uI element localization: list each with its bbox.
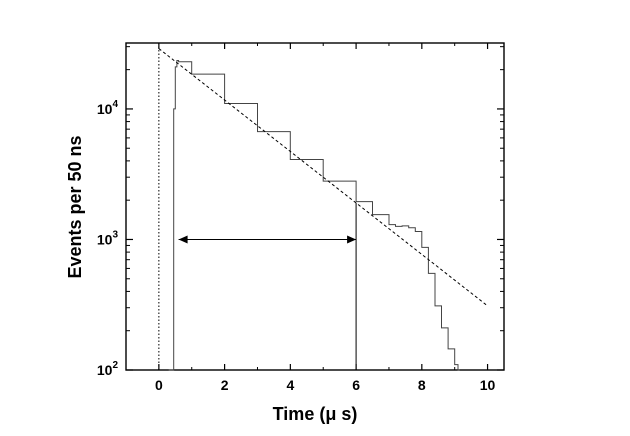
x-axis-label: Time (μ s) — [273, 404, 358, 424]
x-tick-label: 10 — [480, 377, 496, 393]
y-tick-label-base: 10 — [97, 362, 113, 378]
plot-frame — [125, 42, 505, 371]
x-tick-label: 8 — [418, 377, 426, 393]
y-tick-label-exp: 3 — [112, 229, 118, 240]
plot-marks — [158, 43, 488, 371]
y-tick-label-exp: 2 — [112, 360, 118, 371]
y-tick-label-exp: 4 — [112, 99, 118, 110]
y-tick-label-base: 10 — [97, 101, 113, 117]
arrow-head-left — [178, 235, 188, 244]
x-tick-label: 6 — [352, 377, 360, 393]
y-tick-label: 103 — [97, 229, 119, 247]
y-axis-label: Events per 50 ns — [65, 135, 85, 278]
exponential-fit-line — [158, 48, 488, 307]
x-tick-label: 0 — [155, 377, 163, 393]
x-tick-label: 4 — [286, 377, 294, 393]
y-tick-label-base: 10 — [97, 231, 113, 247]
histogram-series — [168, 60, 460, 371]
x-ticks: 0 2 4 6 8 10 — [125, 43, 496, 393]
y-tick-label: 102 — [97, 360, 119, 378]
arrow-head-right — [347, 235, 357, 244]
y-tick-label: 104 — [97, 99, 119, 117]
x-tick-label: 2 — [221, 377, 229, 393]
